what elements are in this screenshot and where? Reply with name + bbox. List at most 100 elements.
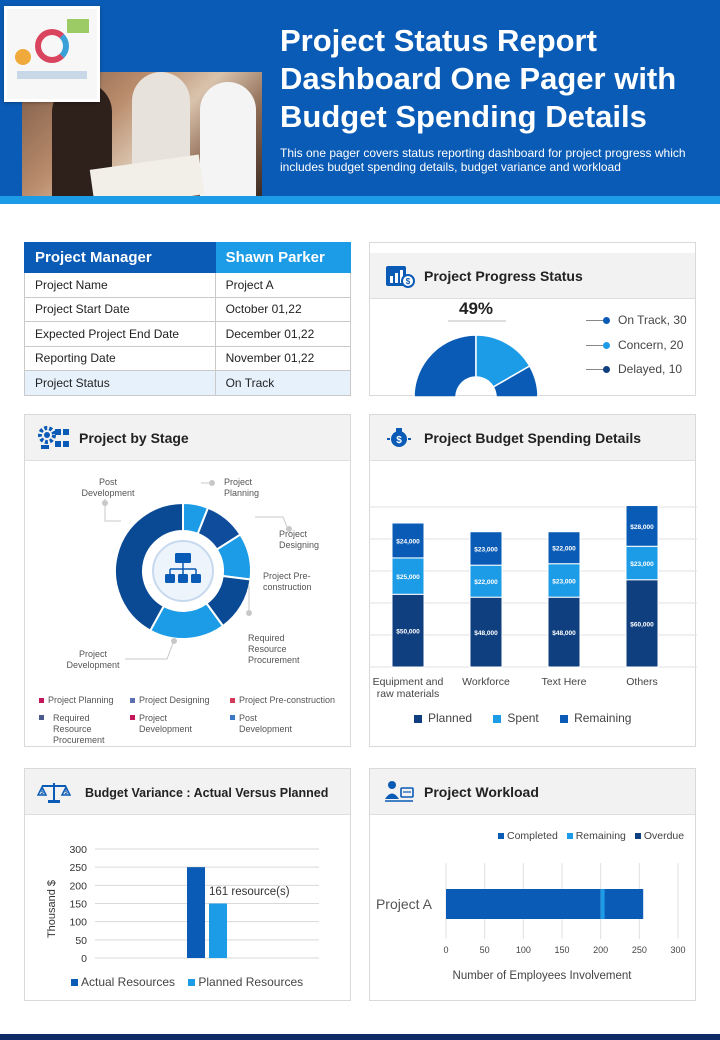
money-bag-icon: $ [387,428,411,447]
progress-panel-header: $ Project Progress Status [370,253,695,299]
header-banner: Project Status Report Dashboard One Page… [0,0,720,204]
workload-bar-overdue [604,889,644,919]
manager-header-value: Shawn Parker [214,242,352,273]
svg-text:$: $ [64,790,68,796]
budget-chart: $50,000 $25,000 $24,000 $48,000 $22,000 $23,0… [370,505,697,700]
budget-bar-remaining [625,505,659,547]
manager-header-label: Project Manager [24,242,216,273]
budget-bar-spent [391,557,425,595]
stage-label-pre-construction: Project Pre-construction [263,571,312,592]
progress-title: Project Progress Status [424,268,583,284]
variance-chart: Thousand $ 0 50 100 150 200 250 300 161 resour… [46,844,319,965]
table-row: Project Name Project A [24,272,352,298]
legend-remaining: Remaining [574,711,632,725]
budget-bar-planned [469,596,503,668]
budget-bar-spent [625,545,659,581]
budget-value-label: $60,000 [630,621,654,628]
progress-panel: $ Project Progress Status 49% On Track, … [369,242,696,397]
progress-legend-concern: Concern, 20 [586,338,683,352]
svg-text:$: $ [396,435,402,446]
stage-title: Project by Stage [79,430,189,446]
workload-tick-label: 150 [554,945,569,955]
workload-bar-remaining [600,889,605,919]
budget-bar-remaining [547,531,581,565]
variance-bar-planned-resources [209,903,227,958]
row-value: December 01,22 [214,321,352,347]
workload-panel: Project Workload Completed Remaining Ove… [369,768,696,1001]
variance-panel-header: $ $ Budget Variance : Actual Versus Plan… [25,769,350,815]
variance-tick-label: 50 [75,935,87,947]
workload-legend: Completed Remaining Overdue [498,830,684,842]
row-label: Reporting Date [24,345,216,371]
stage-label-project-planning: Project Planning [224,477,260,498]
budget-value-label: $28,000 [630,524,654,531]
budget-value-label: $24,000 [396,538,420,545]
budget-bar-remaining [391,522,425,559]
stage-legend-designing: Project Designing [130,695,210,706]
progress-legend-on-track: On Track, 30 [586,313,687,327]
workload-title: Project Workload [424,784,539,800]
budget-value-label: $23,000 [552,578,576,585]
progress-slice-on-track [413,334,477,397]
progress-legend-delayed: Delayed, 10 [586,362,682,376]
legend-completed: Completed [507,830,558,842]
row-label: Project Status [24,370,216,396]
progress-report-icon: $ [386,266,415,288]
budget-bar-planned [547,596,581,668]
workload-bar-completed [446,889,601,919]
variance-tick-label: 300 [69,844,87,856]
stage-chart [102,480,292,660]
row-label: Project Start Date [24,296,216,322]
stage-label-resource-procurement: Required Resource Procurement [248,633,300,665]
workflow-gear-icon [38,426,69,449]
workload-person-icon [385,781,414,802]
progress-chart: 49% [413,299,539,397]
budget-value-label: $48,000 [474,630,498,637]
stage-panel: Project by Stage Post Development Projec… [24,414,351,747]
stage-legend-project-development: Project Development [130,713,200,735]
table-row: Reporting Date November 01,22 [24,345,352,371]
workload-chart: 0 50 100 150 200 250 300 Project A Number of E… [376,863,686,982]
variance-ylabel: Thousand $ [46,880,58,938]
legend-overdue: Overdue [643,830,685,842]
progress-percent-label: 49% [459,299,493,318]
row-label: Expected Project End Date [24,321,216,347]
variance-panel: $ $ Budget Variance : Actual Versus Plan… [24,768,351,1001]
stage-legend-planning: Project Planning [39,695,114,706]
svg-text:$: $ [406,277,411,286]
row-value: Project A [214,272,352,298]
table-row: Expected Project End Date December 01,22 [24,321,352,347]
legend-actual: Actual Resources [81,975,176,989]
balance-scale-icon: $ $ [37,783,71,803]
budget-value-label: $25,000 [396,574,420,581]
budget-category-label: Workforce [462,676,510,688]
stage-legend-pre-construction: Project Pre-construction [230,695,335,706]
table-row: Project Start Date October 01,22 [24,296,352,322]
budget-value-label: $23,000 [630,561,654,568]
legend-spent: Spent [507,711,539,725]
variance-legend: Actual Resources Planned Resources [71,975,303,989]
stage-legend-resource-procurement: Required Resource Procurement [39,713,119,746]
budget-value-label: $50,000 [396,629,420,636]
variance-title: Budget Variance : Actual Versus Planned [85,786,329,800]
budget-category-label: Text Here [542,676,587,688]
workload-tick-label: 50 [480,945,490,955]
stage-label-post-development: Post Development [81,477,135,498]
status-value: On Track [214,370,352,396]
page-subtitle: This one pager covers status reporting d… [280,146,686,174]
workload-xlabel: Number of Employees Involvement [453,970,633,982]
hierarchy-icon [165,553,201,583]
variance-tick-label: 200 [69,880,87,892]
stage-label-project-development: Project Development [66,649,120,670]
variance-bar-actual-resources [187,867,205,958]
budget-panel-header: $ Project Budget Spending Details [370,415,695,461]
budget-value-label: $22,000 [552,546,576,553]
workload-tick-label: 200 [593,945,608,955]
team-photo [22,72,262,196]
stage-label-project-designing: Project Designing [279,529,320,550]
variance-tick-label: 0 [81,953,87,965]
budget-category-label: Equipment and [373,676,444,688]
row-value: October 01,22 [214,296,352,322]
chart-paper-photo [4,6,100,102]
workload-tick-label: 0 [443,945,448,955]
